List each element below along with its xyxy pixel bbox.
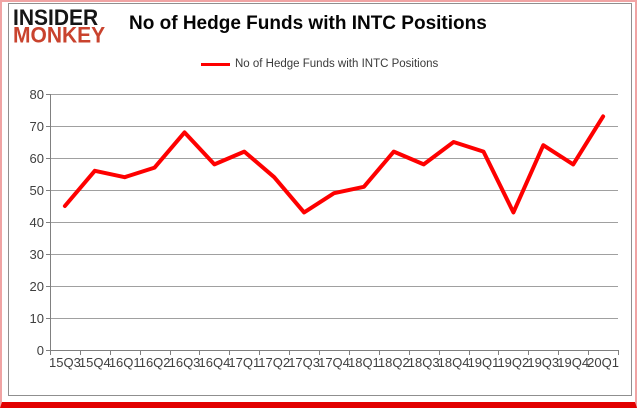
y-tick-label: 80 (30, 87, 44, 102)
y-tick-label: 50 (30, 183, 44, 198)
y-tick-label: 10 (30, 311, 44, 326)
x-tick-label: 17Q4 (318, 355, 350, 370)
legend-line-marker (201, 62, 230, 66)
x-tick-label: 18Q4 (438, 355, 470, 370)
x-tick-label: 17Q1 (228, 355, 260, 370)
chart-title: No of Hedge Funds with INTC Positions (129, 13, 487, 34)
y-tick-label: 70 (30, 119, 44, 134)
x-tick-label: 16Q1 (109, 355, 141, 370)
y-tick-label: 60 (30, 151, 44, 166)
x-tick-label: 15Q4 (79, 355, 111, 370)
x-tick-label: 18Q3 (408, 355, 440, 370)
x-tick-label: 15Q3 (49, 355, 81, 370)
x-tick-label: 19Q3 (527, 355, 559, 370)
x-tick-label: 16Q4 (199, 355, 231, 370)
x-tick-label: 19Q2 (497, 355, 529, 370)
legend-label: No of Hedge Funds with INTC Positions (235, 58, 439, 70)
y-tick-label: 30 (30, 247, 44, 262)
x-tick-label: 20Q1 (587, 355, 619, 370)
y-tick-label: 20 (30, 279, 44, 294)
x-tick-label: 18Q1 (348, 355, 380, 370)
logo-monkey-text: MONKEY (13, 23, 106, 48)
legend: No of Hedge Funds with INTC Positions (201, 58, 438, 70)
x-tick-label: 17Q3 (288, 355, 320, 370)
x-tick-label: 17Q2 (258, 355, 290, 370)
series-line (62, 114, 606, 215)
x-tick-label: 16Q2 (139, 355, 171, 370)
x-tick-label: 19Q4 (557, 355, 589, 370)
y-tick-label: 0 (37, 343, 44, 358)
insider-monkey-logo: INSIDER MONKEY (13, 5, 106, 48)
x-tick-label: 19Q1 (468, 355, 500, 370)
x-tick-label: 16Q3 (169, 355, 201, 370)
x-tick-label: 18Q2 (378, 355, 410, 370)
y-tick-label: 40 (30, 215, 44, 230)
logo-insider-text: INSIDER (13, 5, 99, 30)
